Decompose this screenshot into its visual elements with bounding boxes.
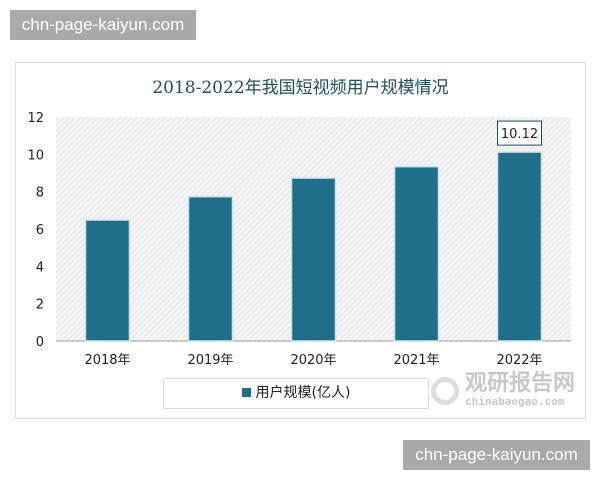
chart-card: 2018-2022年我国短视频用户规模情况 0 2 4 6 8 10 12 2018年 2019… — [15, 62, 586, 419]
bar-2018年 — [84, 219, 131, 342]
bar-chart: 0 2 4 6 8 10 12 2018年 2019年 2020年 2021年 2022年 10.12 — [27, 111, 571, 368]
bar-2022年 — [496, 151, 543, 342]
logo-icon — [431, 377, 459, 405]
y-tick-label: 4 — [36, 260, 44, 275]
x-tick-label: 2018年 — [84, 353, 130, 368]
legend: 用户规模(亿人) — [163, 378, 429, 409]
bar-2020年 — [290, 177, 337, 342]
x-tick-label: 2019年 — [187, 353, 233, 368]
watermark-banner-top: chn-page-kaiyun.com — [10, 10, 196, 40]
y-tick-label: 10 — [27, 148, 44, 163]
chart-title: 2018-2022年我国短视频用户规模情况 — [152, 78, 449, 98]
legend-label: 用户规模(亿人) — [255, 385, 351, 401]
y-tick-label: 6 — [36, 223, 44, 238]
bar-2021年 — [393, 165, 440, 342]
data-label-box — [497, 120, 542, 146]
bar-2019年 — [187, 195, 234, 342]
watermark-banner-bottom: chn-page-kaiyun.com — [403, 440, 590, 470]
logo-url: chinabaogao.com — [465, 395, 565, 409]
logo-name: 观研报告网 — [465, 371, 576, 396]
y-tick-label: 8 — [36, 186, 44, 201]
y-tick-label: 12 — [27, 111, 44, 126]
legend-swatch — [241, 388, 251, 397]
logo-watermark: 观研报告网 chinabaogao.com — [431, 371, 575, 409]
data-label: 10.12 — [501, 127, 538, 142]
y-tick-label: 2 — [36, 298, 44, 313]
x-tick-label: 2020年 — [290, 353, 336, 368]
x-tick-label: 2021年 — [393, 353, 439, 368]
y-tick-label: 0 — [36, 335, 44, 350]
x-tick-label: 2022年 — [496, 353, 542, 368]
